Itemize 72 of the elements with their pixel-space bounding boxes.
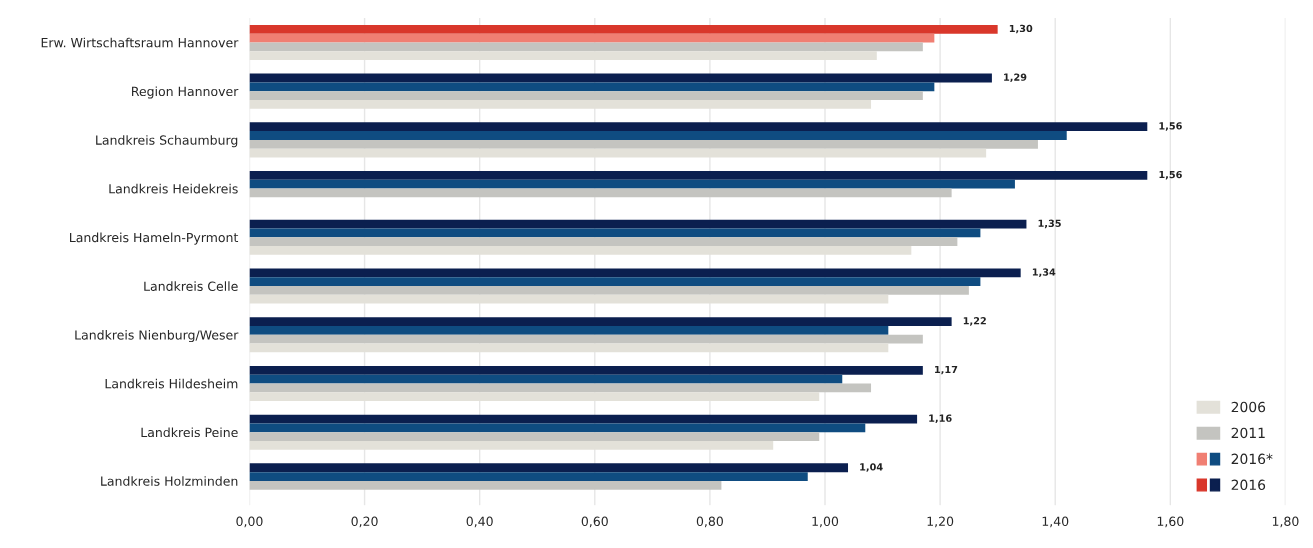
bar: [249, 414, 918, 424]
y-tick-label: Landkreis Hameln-Pyrmont: [70, 232, 239, 245]
bar: [249, 188, 952, 198]
bar: [249, 219, 1027, 229]
x-tick-label: 0,00: [236, 516, 263, 528]
data-label: 1,04: [860, 463, 883, 472]
legend-label: 2011: [1231, 427, 1265, 439]
x-tick-label: 0,60: [581, 516, 608, 528]
bar: [249, 237, 958, 247]
data-label: 1,30: [1009, 24, 1033, 34]
bar: [249, 24, 998, 34]
y-tick-label: Landkreis Heidekreis: [109, 183, 238, 194]
bar: [249, 343, 889, 353]
bar: [249, 374, 843, 384]
legend-label: 2006: [1231, 401, 1266, 413]
bar: [249, 392, 820, 401]
bar: [249, 91, 923, 100]
x-tick-label: 1,20: [927, 516, 954, 528]
y-tick-label: Landkreis Holzminden: [101, 476, 238, 486]
y-tick-label: Landkreis Celle: [144, 281, 238, 291]
y-tick-label: Landkreis Nienburg/Weser: [75, 330, 239, 343]
bar: [249, 325, 889, 335]
bar: [249, 463, 849, 473]
bar: [249, 228, 981, 238]
data-label: 1,34: [1032, 268, 1056, 277]
legend-label: 2016*: [1231, 453, 1273, 465]
bar: [249, 334, 923, 344]
data-label: 1,56: [1159, 122, 1182, 131]
bar: [249, 383, 872, 393]
bar: [249, 317, 952, 326]
bar: [249, 42, 923, 52]
bar: [249, 82, 935, 92]
bar: [249, 73, 992, 83]
bar: [249, 139, 1038, 149]
bar: [249, 365, 923, 375]
x-tick-label: 1,40: [1042, 516, 1069, 528]
bar: [249, 480, 722, 490]
bar: [249, 277, 981, 287]
bar: [249, 268, 1021, 278]
bar: [249, 246, 912, 255]
y-tick-label: Region Hannover: [132, 86, 239, 99]
x-tick-label: 1,80: [1272, 516, 1299, 528]
data-label: 1,56: [1159, 170, 1182, 180]
y-tick-label: Landkreis Hildesheim: [105, 378, 238, 389]
data-label: 1,29: [1004, 73, 1027, 83]
x-tick-label: 1,60: [1157, 516, 1184, 528]
bar: [249, 51, 877, 60]
data-label: 1,35: [1038, 219, 1061, 229]
y-tick-label: Erw. Wirtschaftsraum Hannover: [41, 37, 239, 48]
bar: [249, 99, 872, 109]
bar: [249, 294, 889, 304]
x-tick-label: 0,20: [351, 516, 378, 528]
y-tick-label: Landkreis Schaumburg: [96, 135, 238, 148]
legend-label: 2016: [1231, 479, 1266, 491]
bar: [249, 423, 866, 433]
bar: [249, 122, 1148, 132]
x-tick-label: 0,80: [696, 516, 723, 528]
bar: [249, 472, 808, 481]
data-label: 1,22: [963, 317, 986, 326]
bar: [249, 148, 987, 158]
bar: [249, 286, 969, 295]
data-label: 1,17: [935, 365, 958, 375]
bar: [249, 440, 774, 450]
bar: [249, 179, 1015, 189]
bar: [249, 131, 1067, 140]
bar: [249, 33, 935, 43]
y-tick-label: Landkreis Peine: [141, 427, 238, 438]
x-tick-label: 1,00: [812, 516, 839, 528]
x-tick-label: 0,40: [466, 516, 493, 528]
data-label: 1,16: [929, 414, 952, 424]
bar: [249, 432, 820, 441]
bar: [249, 171, 1148, 180]
